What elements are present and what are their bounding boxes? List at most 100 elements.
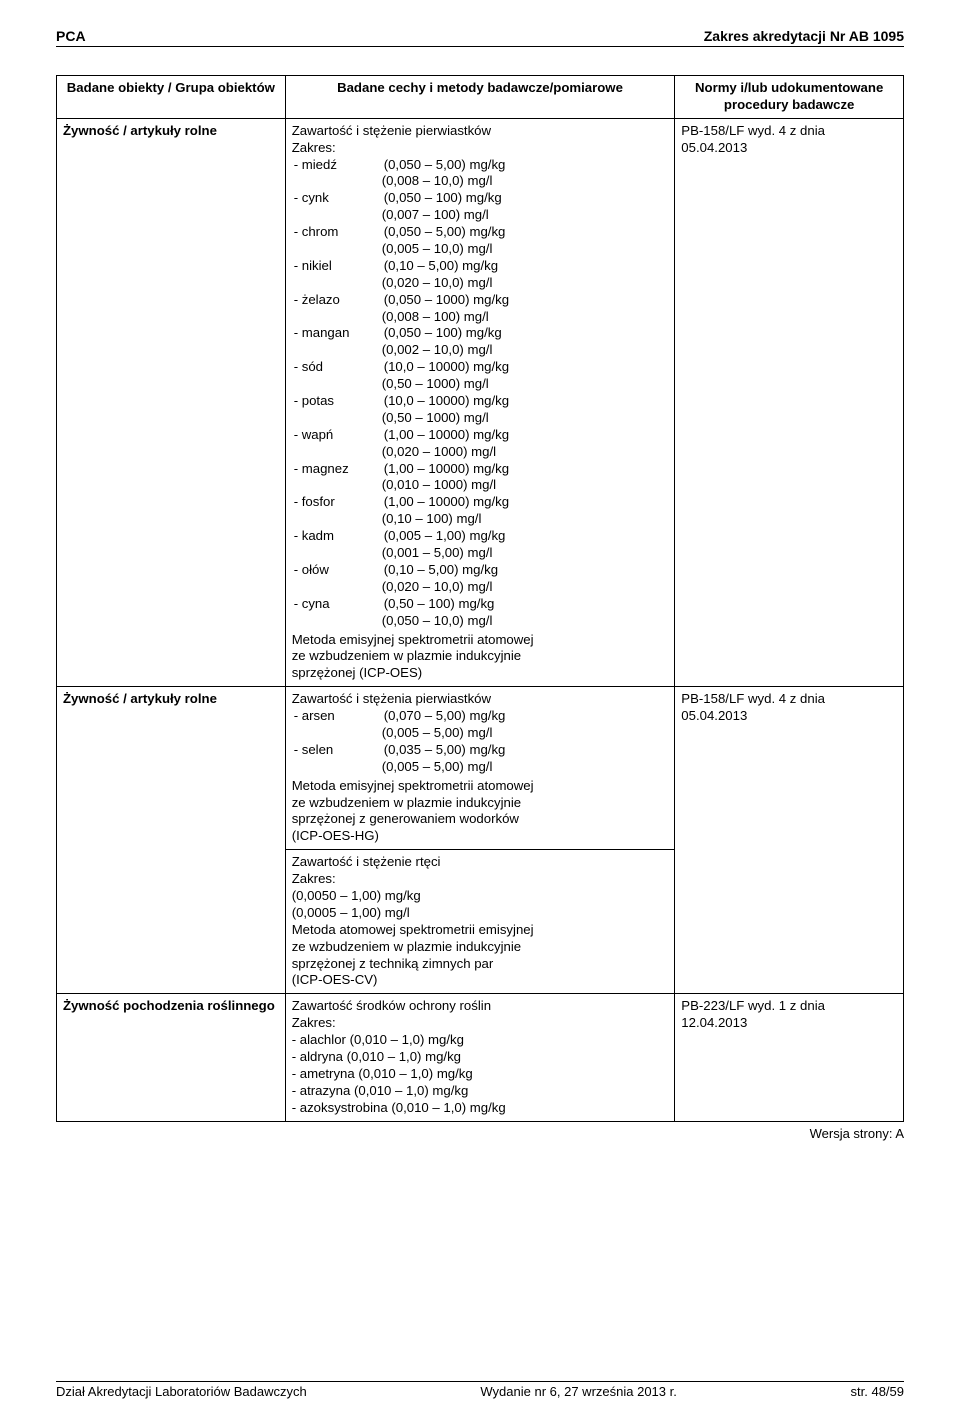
object-cell: Żywność / artykuły rolne [57,118,286,686]
element-row: - chrom(0,050 – 5,00) mg/kg [292,224,669,241]
zakres-line: Zakres: [292,140,669,157]
text-line: PB-158/LF wyd. 4 z dnia [681,691,897,708]
element-value-2: (0,020 – 10,0) mg/l [292,275,669,292]
element-label: - arsen [292,708,384,725]
methods-cell: Zawartość i stężenie pierwiastków Zakres… [285,118,675,686]
element-row: - ołów(0,10 – 5,00) mg/kg [292,562,669,579]
col-header-methods: Badane cechy i metody badawcze/pomiarowe [285,76,675,119]
element-label: - fosfor [292,494,384,511]
element-value-2: (0,005 – 10,0) mg/l [292,241,669,258]
element-label: - sód [292,359,384,376]
accreditation-table: Badane obiekty / Grupa obiektów Badane c… [56,75,904,1122]
text-line: Metoda emisyjnej spektrometrii atomowej [292,632,669,649]
text-line: Metoda emisyjnej spektrometrii atomowej [292,778,669,795]
element-label: - cynk [292,190,384,207]
text-line: sprzężonej z generowaniem wodorków [292,811,669,828]
element-row: - wapń(1,00 – 10000) mg/kg [292,427,669,444]
text-line: - azoksystrobina (0,010 – 1,0) mg/kg [292,1100,669,1117]
methods-cell: Zawartość i stężenia pierwiastków - arse… [285,687,675,850]
element-label: - selen [292,742,384,759]
element-value-2: (0,007 – 100) mg/l [292,207,669,224]
col-header-norms: Normy i/lub udokumentowane procedury bad… [675,76,904,119]
element-value-2: (0,10 – 100) mg/l [292,511,669,528]
element-value: (0,050 – 5,00) mg/kg [384,157,669,174]
element-value-2: (0,50 – 1000) mg/l [292,410,669,427]
text-line: Metoda atomowej spektrometrii emisyjnej [292,922,669,939]
element-label: - magnez [292,461,384,478]
element-value: (0,070 – 5,00) mg/kg [384,708,669,725]
element-value: (0,50 – 100) mg/kg [384,596,669,613]
element-label: - ołów [292,562,384,579]
element-value-2: (0,005 – 5,00) mg/l [292,725,669,742]
methods-cell: Zawartość i stężenie rtęciZakres:(0,0050… [285,850,675,994]
col-header-objects: Badane obiekty / Grupa obiektów [57,76,286,119]
element-value: (0,10 – 5,00) mg/kg [384,258,669,275]
element-row: - nikiel(0,10 – 5,00) mg/kg [292,258,669,275]
element-row: - cynk(0,050 – 100) mg/kg [292,190,669,207]
element-label: - miedź [292,157,384,174]
element-row: - fosfor(1,00 – 10000) mg/kg [292,494,669,511]
element-label: - wapń [292,427,384,444]
method-lines: Metoda emisyjnej spektrometrii atomowejz… [292,778,669,846]
text-line: 05.04.2013 [681,140,897,157]
text-line: 05.04.2013 [681,708,897,725]
footer-mid: Wydanie nr 6, 27 września 2013 r. [480,1384,676,1399]
norms-cell: PB-158/LF wyd. 4 z dnia05.04.2013 [675,687,904,994]
element-row: - żelazo(0,050 – 1000) mg/kg [292,292,669,309]
header-left: PCA [56,28,86,44]
element-value-2: (0,020 – 1000) mg/l [292,444,669,461]
element-row: - potas(10,0 – 10000) mg/kg [292,393,669,410]
text-line: PB-158/LF wyd. 4 z dnia [681,123,897,140]
text-line: (ICP-OES-HG) [292,828,669,845]
element-value-2: (0,001 – 5,00) mg/l [292,545,669,562]
element-value: (1,00 – 10000) mg/kg [384,494,669,511]
element-list: - arsen(0,070 – 5,00) mg/kg(0,005 – 5,00… [292,708,669,776]
element-value: (0,10 – 5,00) mg/kg [384,562,669,579]
text-line: ze wzbudzeniem w plazmie indukcyjnie [292,795,669,812]
text-line: - atrazyna (0,010 – 1,0) mg/kg [292,1083,669,1100]
text-line: - aldryna (0,010 – 1,0) mg/kg [292,1049,669,1066]
text-line: (0,0005 – 1,00) mg/l [292,905,669,922]
table-row: Żywność / artykuły rolne Zawartość i stę… [57,687,904,850]
text-line: - ametryna (0,010 – 1,0) mg/kg [292,1066,669,1083]
element-row: - magnez(1,00 – 10000) mg/kg [292,461,669,478]
version-line: Wersja strony: A [56,1126,904,1141]
header-right: Zakres akredytacji Nr AB 1095 [704,28,904,44]
element-label: - mangan [292,325,384,342]
element-value: (0,035 – 5,00) mg/kg [384,742,669,759]
title-line: Zawartość i stężenia pierwiastków [292,691,669,708]
element-label: - kadm [292,528,384,545]
text-line: Zawartość i stężenie rtęci [292,854,669,871]
element-row: - arsen(0,070 – 5,00) mg/kg [292,708,669,725]
element-value-2: (0,002 – 10,0) mg/l [292,342,669,359]
page-footer: Dział Akredytacji Laboratoriów Badawczyc… [56,1381,904,1399]
text-line: PB-223/LF wyd. 1 z dnia [681,998,897,1015]
footer-right: str. 48/59 [851,1384,904,1399]
text-line: (ICP-OES-CV) [292,972,669,989]
table-row: Żywność / artykuły rolne Zawartość i stę… [57,118,904,686]
object-cell: Żywność pochodzenia roślinnego [57,994,286,1121]
element-list: - miedź(0,050 – 5,00) mg/kg(0,008 – 10,0… [292,157,669,630]
element-value: (0,005 – 1,00) mg/kg [384,528,669,545]
element-row: - sód(10,0 – 10000) mg/kg [292,359,669,376]
norms-cell: PB-158/LF wyd. 4 z dnia05.04.2013 [675,118,904,686]
element-value-2: (0,020 – 10,0) mg/l [292,579,669,596]
text-line: - alachlor (0,010 – 1,0) mg/kg [292,1032,669,1049]
element-value-2: (0,010 – 1000) mg/l [292,477,669,494]
methods-cell: Zawartość środków ochrony roślinZakres:-… [285,994,675,1121]
element-row: - selen(0,035 – 5,00) mg/kg [292,742,669,759]
text-line: sprzężonej z techniką zimnych par [292,956,669,973]
text-line: ze wzbudzeniem w plazmie indukcyjnie [292,939,669,956]
element-row: - mangan(0,050 – 100) mg/kg [292,325,669,342]
text-line: 12.04.2013 [681,1015,897,1032]
element-value-2: (0,50 – 1000) mg/l [292,376,669,393]
text-line: (0,0050 – 1,00) mg/kg [292,888,669,905]
element-row: - miedź(0,050 – 5,00) mg/kg [292,157,669,174]
element-value: (0,050 – 100) mg/kg [384,325,669,342]
element-value: (0,050 – 5,00) mg/kg [384,224,669,241]
element-value: (10,0 – 10000) mg/kg [384,393,669,410]
element-value-2: (0,008 – 100) mg/l [292,309,669,326]
method-lines: Metoda emisyjnej spektrometrii atomowejz… [292,632,669,683]
footer-left: Dział Akredytacji Laboratoriów Badawczyc… [56,1384,307,1399]
element-value: (0,050 – 100) mg/kg [384,190,669,207]
